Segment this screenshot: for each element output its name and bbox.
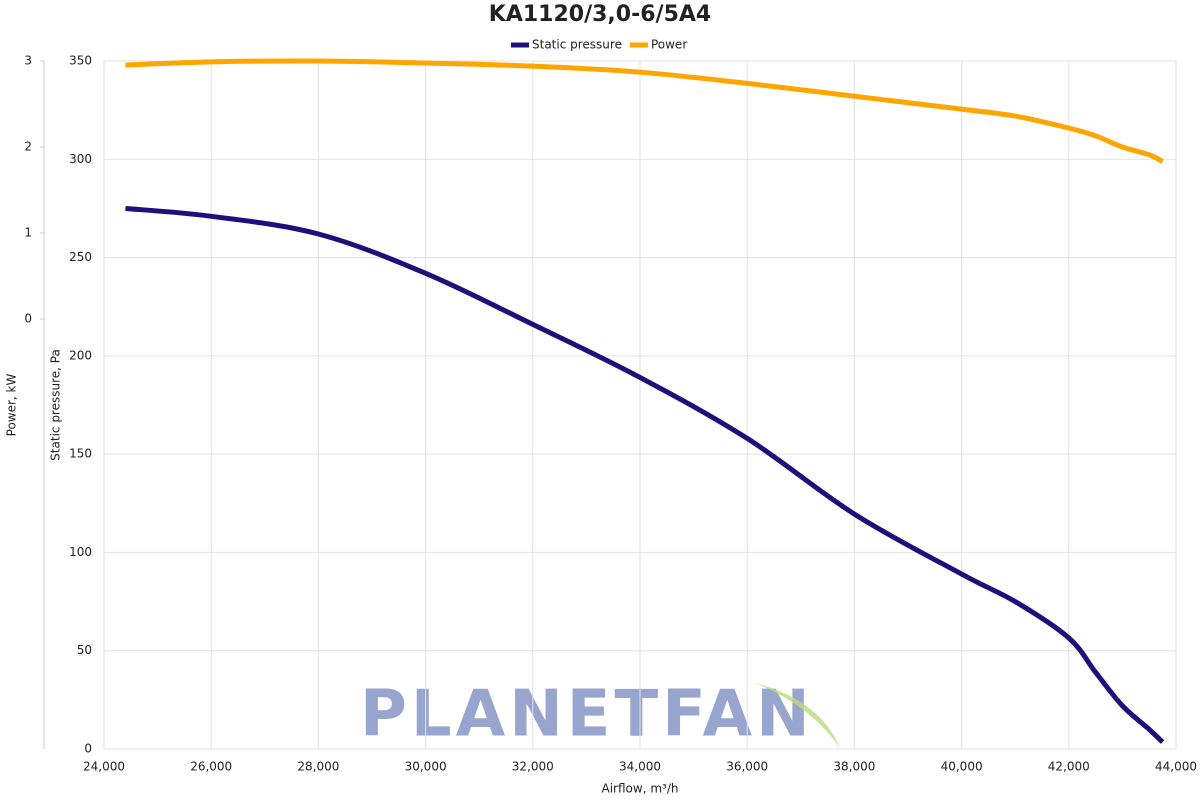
x-tick-label: 32,000 <box>512 760 554 774</box>
legend-label: Power <box>651 38 687 52</box>
y2-tick-label: 1 <box>24 226 32 240</box>
y-tick-label: 300 <box>69 152 92 166</box>
x-tick-label: 24,000 <box>83 760 125 774</box>
y2-tick-label: 0 <box>24 312 32 326</box>
y-tick-label: 350 <box>69 54 92 68</box>
x-tick-label: 26,000 <box>190 760 232 774</box>
y-tick-label: 150 <box>69 447 92 461</box>
line-series <box>125 58 1164 164</box>
x-tick-label: 40,000 <box>941 760 983 774</box>
x-tick-label: 30,000 <box>405 760 447 774</box>
y-tick-label: 50 <box>77 643 92 657</box>
x-tick-label: 36,000 <box>726 760 768 774</box>
y-tick-label: 200 <box>69 348 92 362</box>
y2-axis-title: Power, kW <box>5 374 19 437</box>
y-tick-label: 100 <box>69 545 92 559</box>
x-tick-label: 44,000 <box>1155 760 1197 774</box>
y-tick-label: 250 <box>69 250 92 264</box>
legend-label: Static pressure <box>532 38 622 52</box>
line-series <box>125 205 1165 744</box>
x-tick-label: 38,000 <box>833 760 875 774</box>
x-tick-label: 28,000 <box>297 760 339 774</box>
y-tick-label: 0 <box>84 742 92 756</box>
watermark: PLANETFAN <box>360 678 814 752</box>
x-tick-label: 34,000 <box>619 760 661 774</box>
y2-tick-label: 3 <box>24 54 32 68</box>
y2-tick-label: 2 <box>24 140 32 154</box>
x-tick-label: 42,000 <box>1048 760 1090 774</box>
chart-title: KA1120/3,0-6/5A4 <box>489 2 711 27</box>
x-axis-title: Airflow, m³/h <box>602 782 679 796</box>
y-axis-title: Static pressure, Pa <box>49 349 63 461</box>
